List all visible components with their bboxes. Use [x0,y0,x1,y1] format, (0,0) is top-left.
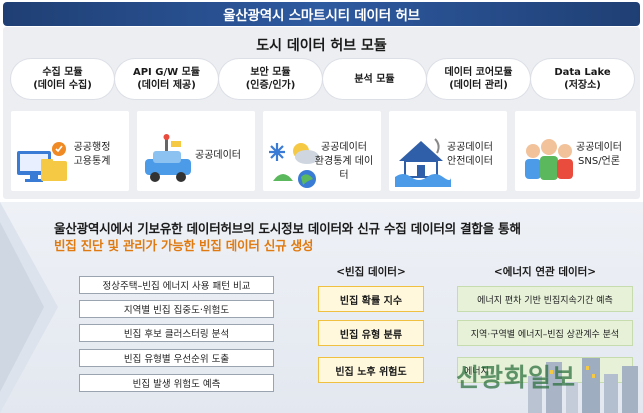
data-source-label: 공공데이터 안전데이터 [437,141,503,169]
summary-line: 울산광역시에서 기보유한 데이터허브의 도시정보 데이터와 신규 수집 데이터의… [54,221,521,236]
source-line2: 안전데이터 [447,156,493,167]
data-source-card: 공공데이터 안전데이터 [389,111,507,191]
source-line2: 환경통계 데이터 [314,156,374,181]
data-source-card: 공공행정 고용통계 [11,111,129,191]
source-line1: 공공데이터 [321,142,367,153]
source-line1: 공공데이터 [195,150,241,161]
vehicle-icon [145,134,191,182]
module-name: 보안 모듈 [250,67,291,78]
data-source-label: 공공행정 고용통계 [59,141,125,169]
source-line1: 공공행정 [73,142,111,153]
module-row: 수집 모듈 (데이터 수집) API G/W 모듈 (데이터 제공) 보안 모듈… [11,59,636,99]
admin-stats-icon [17,142,67,182]
hub-title: 도시 데이터 허브 모듈 [256,38,387,54]
module-desc: (데이터 제공) [137,80,196,91]
analysis-item: 빈집 유형별 우선순위 도출 [79,349,274,367]
people-icon [525,139,573,180]
data-hub-panel: 도시 데이터 허브 모듈 수집 모듈 (데이터 수집) API G/W 모듈 (… [3,27,640,199]
watermark: 신광화일보 [456,363,577,392]
data-source-label: 공공데이터 SNS/언론 [566,141,632,169]
source-line2: 고용통계 [73,156,111,167]
module-data-core: 데이터 코어모듈 (데이터 관리) [427,59,530,99]
data-source-label: 공공데이터 환경통계 데이터 [311,141,377,183]
vacant-data-item: 빈집 노후 위험도 [318,357,424,383]
module-data-lake: Data Lake (저장소) [531,59,634,99]
title-bar: 울산광역시 스마트시티 데이터 허브 [3,2,640,26]
summary-highlight: 빈집 진단 및 관리가 가능한 빈집 데이터 신규 생성 [54,238,314,253]
analysis-item: 지역별 빈집 집중도·위험도 [79,300,274,318]
module-name: 수집 모듈 [42,67,83,78]
chevron-right-icon [0,202,58,413]
module-name: 분석 모듈 [354,73,395,85]
data-source-card: 공공데이터 [137,111,255,191]
source-line1: 공공데이터 [576,142,622,153]
data-source-row: 공공행정 고용통계 공공데이터 [11,111,636,219]
data-source-label: 공공데이터 [185,149,251,163]
city-skyline-icon [528,358,638,413]
flood-house-icon [395,138,451,187]
page-title: 울산광역시 스마트시티 데이터 허브 [223,8,420,24]
data-source-card: 공공데이터 SNS/언론 [515,111,636,191]
result-panel: 울산광역시에서 기보유한 데이터허브의 도시정보 데이터와 신규 수집 데이터의… [0,202,643,413]
module-desc: (저장소) [564,80,601,91]
vacant-data-item: 빈집 확률 지수 [318,286,424,312]
source-line2: SNS/언론 [578,156,620,167]
module-analysis: 분석 모듈 [323,59,426,99]
analysis-item: 정상주택–빈집 에너지 사용 패턴 비교 [79,276,274,294]
vacant-data-header: <빈집 데이터> [336,266,406,278]
module-name: API G/W 모듈 [132,67,201,78]
module-name: Data Lake [554,67,611,78]
analysis-item: 빈집 발생 위험도 예측 [79,374,274,392]
data-source-card: 공공데이터 환경통계 데이터 [263,111,381,191]
module-api-gateway: API G/W 모듈 (데이터 제공) [115,59,218,99]
vacant-data-item: 빈집 유형 분류 [318,320,424,346]
energy-data-header: <에너지 연관 데이터> [493,266,597,278]
module-desc: (데이터 관리) [449,80,508,91]
weather-icon [269,143,319,188]
source-line1: 공공데이터 [447,142,493,153]
module-desc: (데이터 수집) [33,80,92,91]
energy-data-item: 에너지 [457,357,633,383]
module-security: 보안 모듈 (인증/인가) [219,59,322,99]
module-collection: 수집 모듈 (데이터 수집) [11,59,114,99]
analysis-item: 빈집 후보 클러스터링 분석 [79,324,274,342]
module-desc: (인증/인가) [245,80,296,91]
module-name: 데이터 코어모듈 [444,67,513,78]
energy-data-item: 지역·구역별 에너지–빈집 상관계수 분석 [457,320,633,346]
energy-data-item: 에너지 편차 기반 빈집지속기간 예측 [457,286,633,312]
